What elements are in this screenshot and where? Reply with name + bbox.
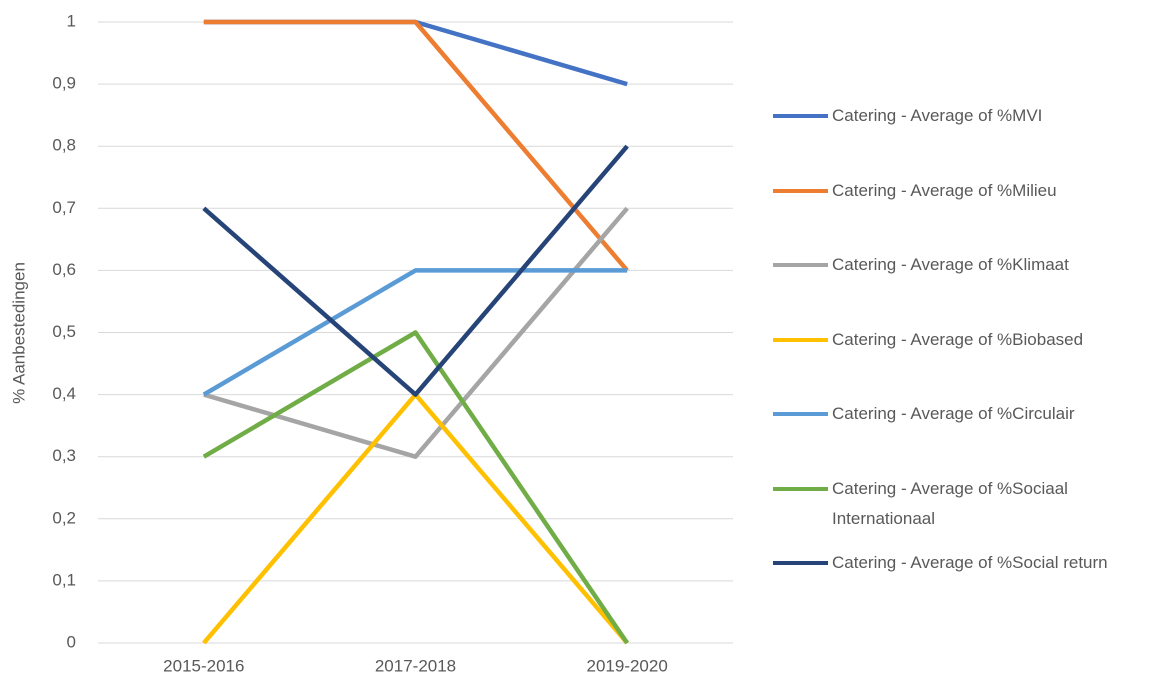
legend-label: Catering - Average of %Sociaal Internati…	[832, 478, 1068, 528]
y-tick-label: 1	[67, 11, 76, 30]
y-tick-label: 0,1	[52, 570, 76, 589]
legend-label: Catering - Average of %Biobased	[832, 329, 1084, 349]
legend-swatch	[773, 561, 828, 565]
legend-swatch	[773, 263, 828, 267]
series-line	[202, 268, 628, 397]
legend-entry: Catering - Average of %Circulair	[773, 402, 1153, 429]
y-tick-label: 0,8	[52, 136, 76, 155]
legend-entry: Catering - Average of %Milieu	[773, 179, 1153, 206]
legend-entry: Catering - Average of %Klimaat	[773, 253, 1153, 280]
x-tick-label: 2017-2018	[375, 656, 456, 675]
y-tick-label: 0	[67, 632, 76, 651]
x-tick-label: 2019-2020	[587, 656, 668, 675]
legend-label: Catering - Average of %MVI	[832, 106, 1043, 125]
legend-label: Catering - Average of %Klimaat	[832, 255, 1069, 274]
y-tick-label: 0,9	[52, 74, 76, 93]
y-tick-label: 0,4	[52, 384, 76, 403]
series-line	[203, 19, 629, 272]
series-line	[202, 144, 629, 397]
legend-entry: Catering - Average of %Social return	[773, 551, 1153, 578]
y-tick-label: 0,2	[52, 508, 76, 527]
legend-swatch	[773, 114, 828, 118]
legend-swatch	[773, 188, 828, 193]
y-tick-label: 0,7	[52, 198, 76, 217]
legend-swatch	[773, 412, 828, 416]
legend-swatch	[773, 486, 828, 491]
legend-entry: Catering - Average of %Sociaal Internati…	[773, 477, 1153, 534]
legend-label: Catering - Average of %Circulair	[832, 404, 1075, 423]
legend-entry: Catering - Average of %Biobased	[773, 328, 1153, 355]
legend-swatch	[773, 337, 828, 342]
x-tick-label: 2015-2016	[163, 656, 244, 675]
y-tick-label: 0,6	[52, 260, 76, 279]
y-tick-label: 0,3	[52, 446, 76, 465]
legend-entry: Catering - Average of %MVI	[773, 104, 1153, 131]
y-axis-title: % Aanbestedingen	[9, 262, 28, 404]
y-tick-label: 0,5	[52, 322, 76, 341]
legend-label: Catering - Average of %Social return	[832, 553, 1108, 572]
series-line	[202, 330, 630, 645]
legend-label: Catering - Average of %Milieu	[832, 180, 1057, 200]
series-line	[203, 19, 628, 87]
